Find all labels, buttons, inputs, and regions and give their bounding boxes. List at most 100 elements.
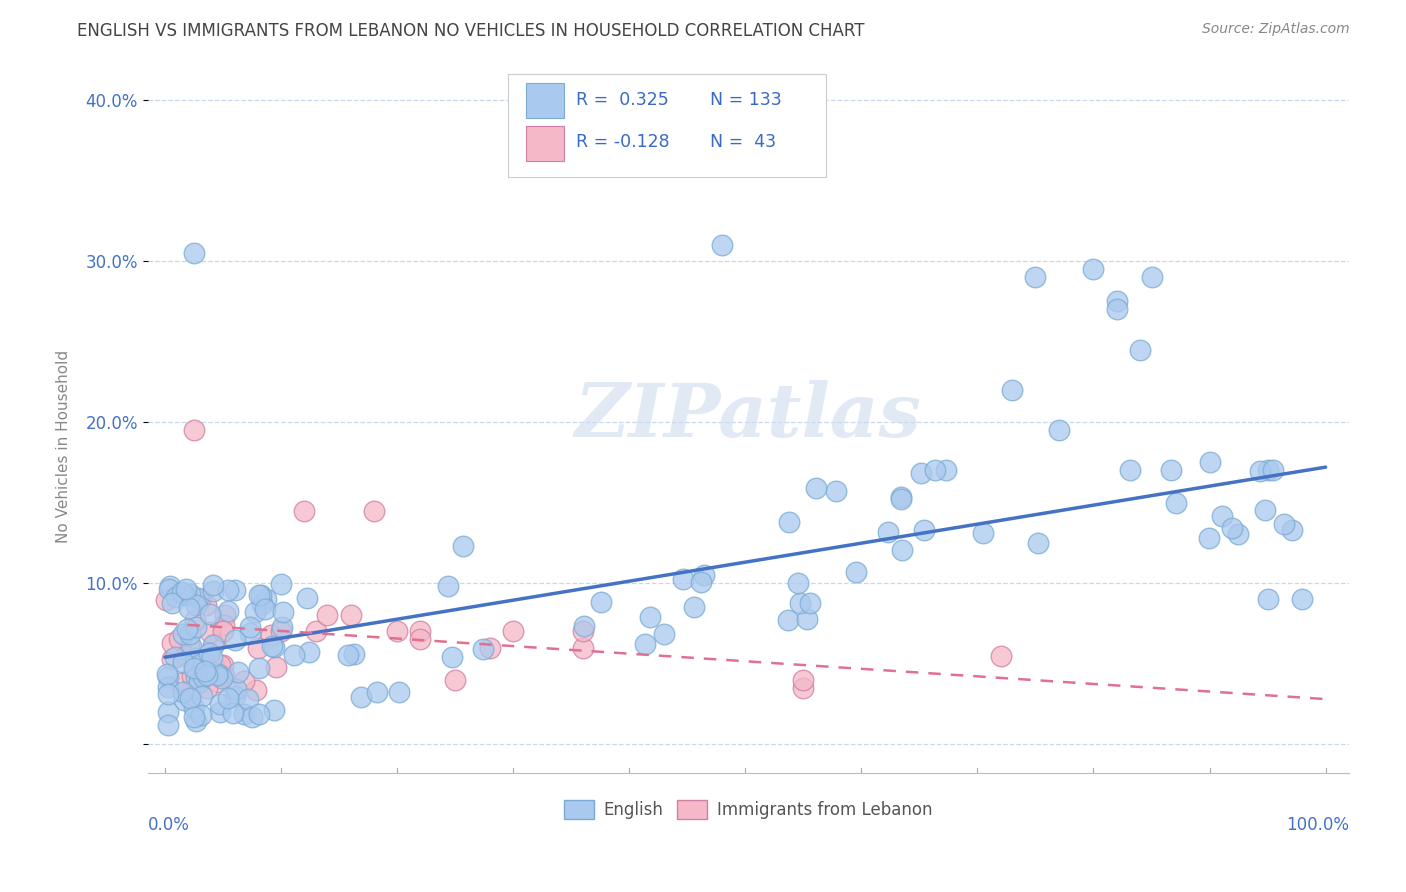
Point xyxy=(183,423,205,437)
Point xyxy=(207,666,229,681)
Point xyxy=(1261,463,1284,477)
Point xyxy=(845,566,868,580)
Point xyxy=(1083,262,1105,277)
Point xyxy=(184,619,207,633)
Text: 100.0%: 100.0% xyxy=(1286,816,1348,834)
Point xyxy=(1001,383,1024,397)
Point xyxy=(225,681,247,696)
Point xyxy=(240,710,263,724)
Point xyxy=(252,597,274,611)
Point xyxy=(183,701,205,715)
Point xyxy=(1281,523,1303,537)
Point xyxy=(194,599,217,613)
Point xyxy=(1291,592,1313,607)
Point xyxy=(295,591,318,606)
Point xyxy=(245,683,267,698)
Point xyxy=(160,596,183,610)
Point xyxy=(202,660,225,674)
Point xyxy=(184,613,207,627)
Point xyxy=(502,624,524,639)
Point xyxy=(683,599,706,614)
Point xyxy=(208,705,231,719)
Point xyxy=(271,620,294,634)
Point xyxy=(444,673,467,687)
Point xyxy=(316,608,339,623)
Point xyxy=(1105,294,1128,309)
Point xyxy=(1257,592,1279,607)
Point xyxy=(194,664,217,678)
Point xyxy=(233,706,256,721)
Point xyxy=(181,669,204,683)
Point xyxy=(246,640,269,655)
Point xyxy=(172,627,194,641)
Point xyxy=(201,578,224,592)
Point xyxy=(1220,521,1243,535)
Point xyxy=(156,667,179,681)
Point xyxy=(207,668,229,682)
Point xyxy=(157,582,180,596)
Point xyxy=(638,610,661,624)
Point xyxy=(972,526,994,541)
Point xyxy=(232,673,254,688)
Text: N =  43: N = 43 xyxy=(710,134,776,152)
Point xyxy=(1024,270,1046,285)
Point xyxy=(385,624,408,639)
Text: R = -0.128: R = -0.128 xyxy=(576,134,671,152)
Point xyxy=(571,624,593,639)
Point xyxy=(366,685,388,699)
Point xyxy=(202,638,225,652)
Point xyxy=(172,655,194,669)
Point xyxy=(176,622,198,636)
Point xyxy=(778,515,800,529)
Point xyxy=(198,625,221,640)
Point xyxy=(453,539,475,553)
Point xyxy=(183,651,205,665)
Point xyxy=(207,675,229,690)
Point xyxy=(173,693,195,707)
Point xyxy=(263,640,285,655)
Point xyxy=(201,650,224,665)
Point xyxy=(792,673,814,687)
Point xyxy=(179,691,201,706)
Text: No Vehicles in Household: No Vehicles in Household xyxy=(56,350,70,542)
Point xyxy=(1249,465,1271,479)
Point xyxy=(207,666,229,681)
Point xyxy=(478,640,501,655)
Point xyxy=(1164,496,1187,510)
Point xyxy=(778,613,800,627)
Point xyxy=(191,657,214,672)
Point xyxy=(824,484,846,499)
Point xyxy=(157,718,180,732)
Point xyxy=(260,640,283,654)
Point xyxy=(253,602,276,616)
Point xyxy=(176,582,198,596)
Point xyxy=(787,576,810,591)
Point xyxy=(571,640,593,655)
FancyBboxPatch shape xyxy=(526,83,564,118)
Point xyxy=(409,624,432,639)
Point xyxy=(789,596,811,610)
Point xyxy=(693,568,716,582)
Point xyxy=(177,637,200,651)
Point xyxy=(1198,532,1220,546)
Point xyxy=(591,595,613,609)
Point xyxy=(172,685,194,699)
Legend: English, Immigrants from Lebanon: English, Immigrants from Lebanon xyxy=(557,793,939,825)
Point xyxy=(198,607,221,622)
Point xyxy=(652,626,675,640)
Point xyxy=(208,698,231,712)
Point xyxy=(208,657,231,672)
Point xyxy=(195,681,218,695)
Point xyxy=(254,592,277,607)
Point xyxy=(195,668,218,682)
Point xyxy=(1140,270,1163,285)
Point xyxy=(224,633,246,648)
Point xyxy=(1026,535,1049,549)
Point xyxy=(1211,508,1233,523)
Point xyxy=(212,668,235,682)
Point xyxy=(191,670,214,684)
Point xyxy=(162,652,184,666)
Point xyxy=(471,642,494,657)
Point xyxy=(349,690,371,704)
Point xyxy=(1257,463,1279,477)
